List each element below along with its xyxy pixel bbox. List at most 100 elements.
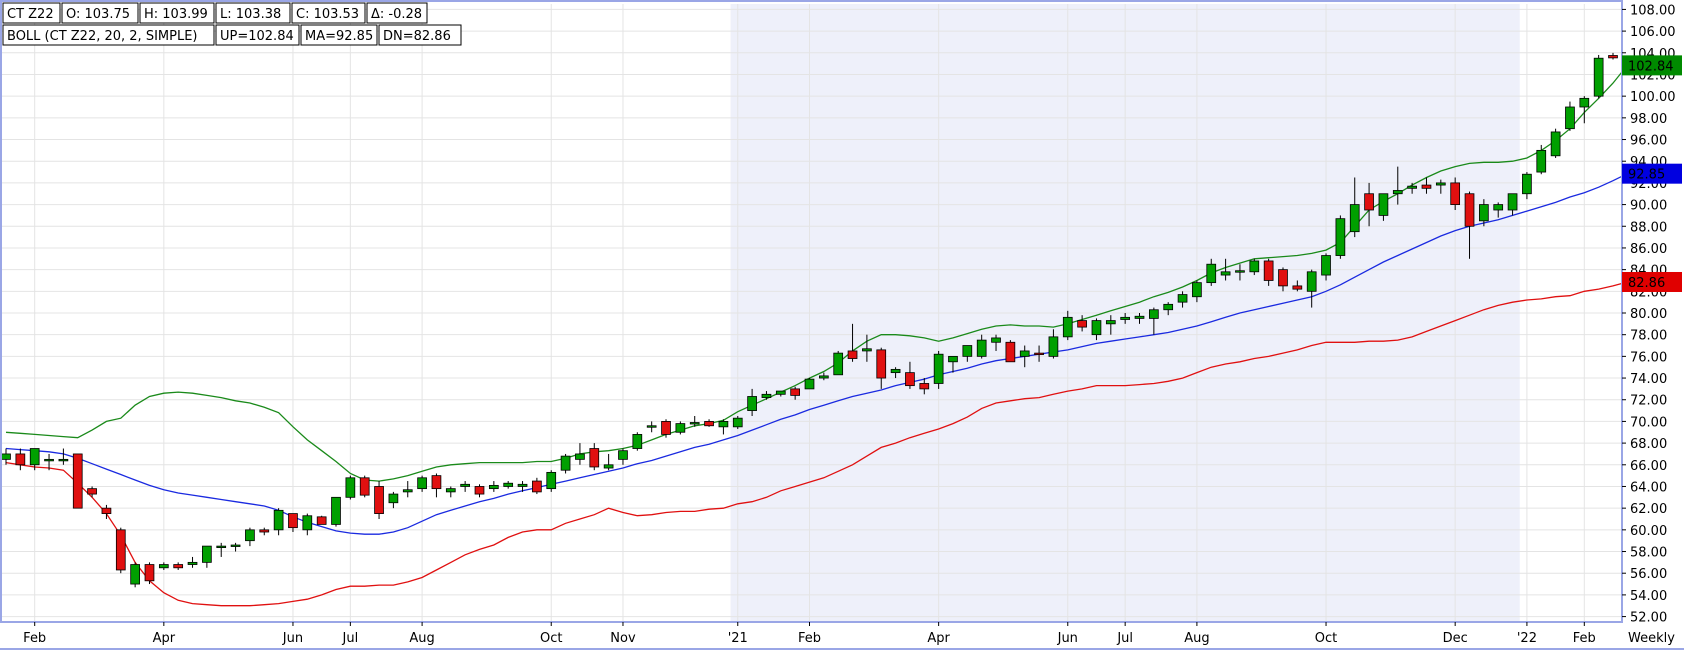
x-tick-label: Oct (1315, 631, 1337, 646)
candle-body (58, 458, 69, 462)
y-tick-label: 76.00 (1630, 350, 1667, 365)
x-tick-label: Dec (1443, 631, 1468, 646)
candle-up (948, 355, 958, 373)
candle-body (359, 477, 370, 496)
candle-up (1507, 193, 1518, 216)
x-tick-label: Apr (153, 631, 176, 646)
boll-name-text: BOLL (CT Z22, 20, 2, SIMPLE) (7, 29, 198, 44)
candle-body (1392, 190, 1403, 195)
candle-body (388, 493, 399, 504)
candle-body (919, 383, 930, 390)
candle-down (101, 504, 112, 519)
candle-body (331, 496, 341, 525)
candle-up (202, 545, 212, 568)
candle-body (1507, 193, 1518, 211)
middle-band-line (5, 173, 1628, 535)
candle-down (876, 347, 887, 389)
candle-body (72, 453, 83, 509)
candle-body (431, 475, 442, 490)
boll-name-box (2, 24, 215, 46)
candle-body (1192, 282, 1202, 298)
candle-down (905, 361, 915, 389)
candle-up (517, 481, 528, 492)
candle-body (345, 477, 356, 498)
candle-down (1263, 258, 1274, 286)
candle-up (618, 448, 628, 465)
candle-up (675, 421, 686, 435)
candle-body (29, 448, 40, 466)
candle-body (1220, 271, 1231, 276)
boll-up-text: UP=102.84 (220, 29, 294, 44)
price-badge-dn-bg (1622, 271, 1682, 292)
candle-body (618, 450, 628, 460)
candle-up (1522, 172, 1532, 200)
candle-body (1105, 320, 1116, 325)
candle-up (1407, 182, 1417, 194)
candle-body (847, 350, 858, 359)
candle-down (589, 443, 600, 471)
candle-body (532, 480, 542, 493)
candle-up (302, 513, 313, 536)
candle-body (1378, 193, 1389, 216)
price-badge-last-text: 102.84 (1628, 59, 1674, 74)
candle-up (546, 470, 557, 492)
candle-up (1235, 264, 1245, 281)
candle-body (575, 453, 585, 460)
candle-up (216, 542, 227, 557)
candle-down (1077, 315, 1087, 332)
y-tick-label: 66.00 (1630, 459, 1667, 474)
y-tick-label: 58.00 (1630, 546, 1667, 561)
candle-up (1493, 202, 1504, 218)
candle-body (761, 393, 772, 398)
y-tick-label: 52.00 (1630, 611, 1667, 626)
candle-body (1536, 149, 1547, 173)
candle-down (316, 515, 327, 525)
candle-down (1005, 340, 1016, 363)
candle-up (1335, 215, 1346, 259)
candle-up (460, 481, 470, 492)
candle-body (1364, 193, 1374, 211)
candle-down (661, 419, 671, 438)
candle-up (632, 432, 643, 451)
candle-body (316, 516, 327, 525)
y-tick-label: 68.00 (1630, 437, 1667, 452)
candle-body (402, 489, 413, 493)
interval-label[interactable]: Weekly (1628, 631, 1675, 646)
candle-body (775, 390, 786, 395)
candle-body (732, 417, 743, 428)
candle-up (130, 562, 140, 588)
candle-body (503, 482, 514, 487)
candle-down (374, 481, 384, 519)
candle-up (775, 390, 786, 397)
price-badge-ma: 92.85 (1622, 163, 1682, 184)
candle-down (1464, 191, 1475, 259)
x-tick-label: Jul (342, 631, 359, 646)
candle-body (216, 545, 227, 549)
x-tick-label: Nov (610, 631, 636, 646)
boll-ma-text: MA=92.85 (305, 29, 373, 44)
candle-body (675, 423, 686, 433)
candle-up (1349, 177, 1360, 238)
candle-body (1120, 316, 1131, 320)
price-badge-dn: 82.86 (1622, 271, 1682, 292)
y-tick-label: 60.00 (1630, 524, 1667, 539)
candle-body (1206, 263, 1217, 284)
y-tick-label: 78.00 (1630, 329, 1667, 344)
candle-up (1593, 54, 1604, 99)
candle-body (158, 564, 169, 569)
candle-up (388, 491, 399, 509)
low-box (215, 2, 291, 24)
candle-body (460, 483, 470, 487)
y-tick-label: 62.00 (1630, 502, 1667, 517)
y-tick-label: 90.00 (1630, 199, 1667, 214)
candle-down (359, 475, 370, 498)
candle-up (1163, 302, 1174, 316)
candle-up (646, 421, 657, 433)
candle-body (15, 453, 26, 466)
candle-body (948, 355, 958, 363)
candle-body (1522, 173, 1532, 195)
candle-up (1149, 307, 1159, 335)
candle-up (44, 453, 54, 471)
candle-up (575, 443, 585, 465)
